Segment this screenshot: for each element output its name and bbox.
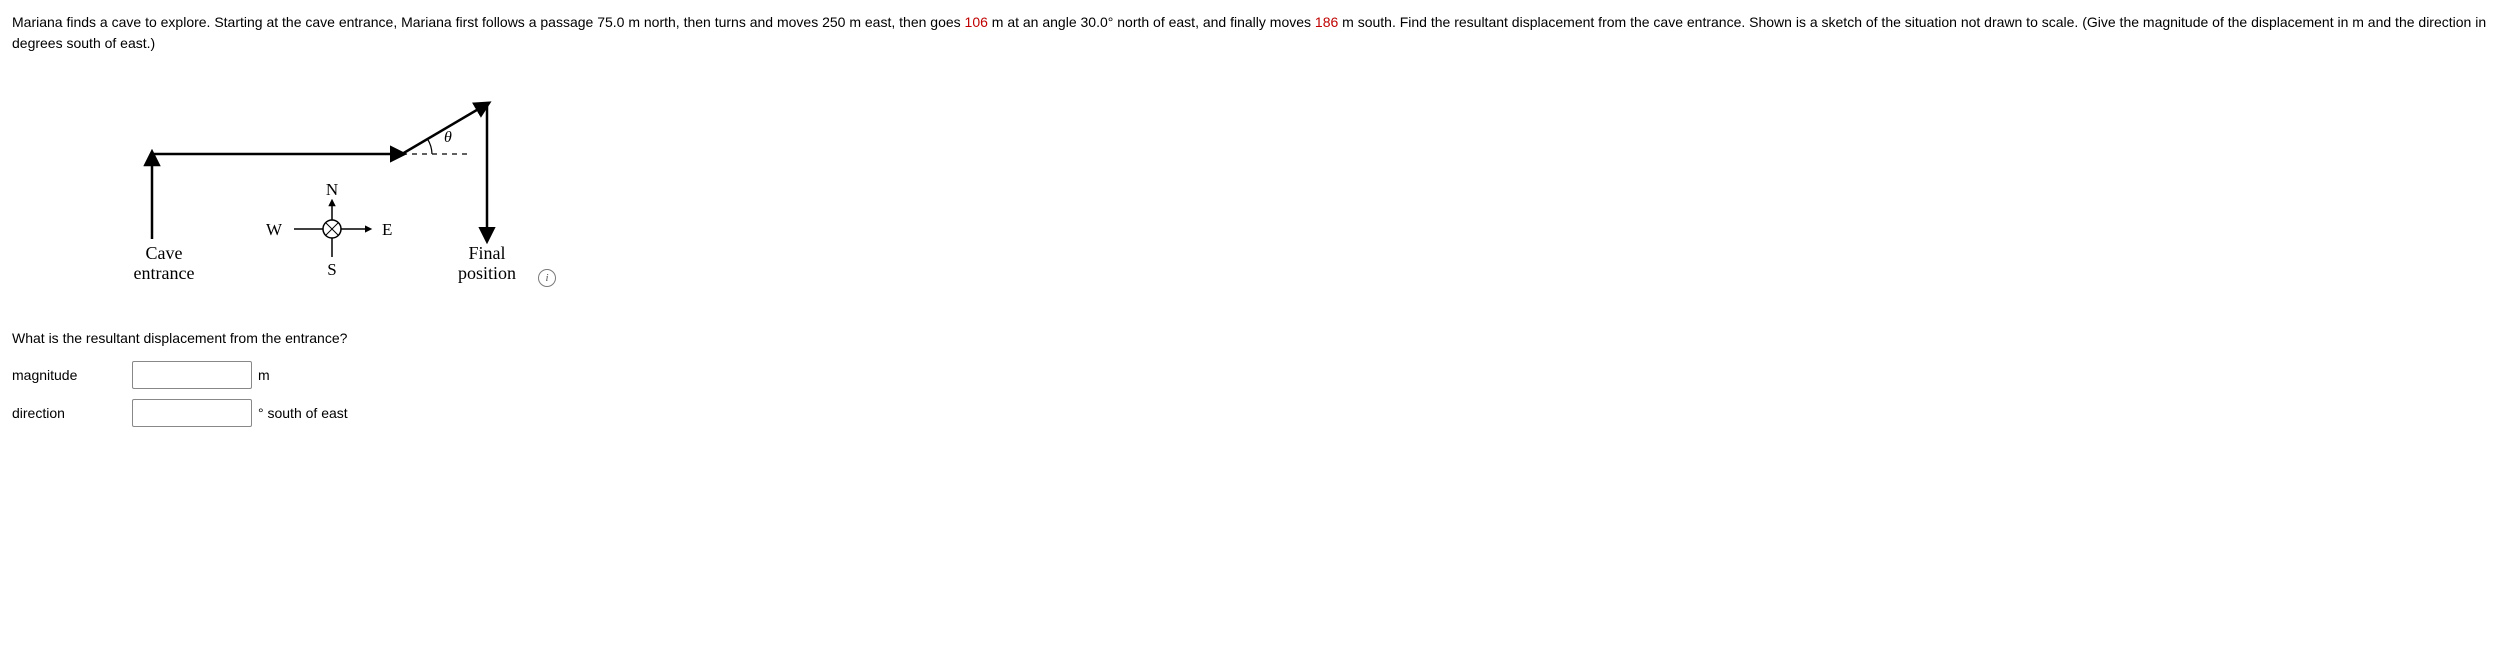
direction-row: direction ° south of east [12, 399, 2497, 427]
magnitude-label: magnitude [12, 365, 132, 386]
svg-text:entrance: entrance [134, 263, 195, 283]
magnitude-row: magnitude m [12, 361, 2497, 389]
svg-text:Final: Final [468, 243, 505, 263]
question-text: What is the resultant displacement from … [12, 328, 2497, 349]
svg-text:θ: θ [444, 129, 452, 146]
given-value-1: 106 [965, 14, 988, 30]
svg-text:W: W [266, 220, 283, 239]
problem-statement: Mariana finds a cave to explore. Startin… [12, 12, 2497, 54]
figure: θ Cave entrance Final position N S E W i [12, 74, 2497, 304]
direction-unit: ° south of east [258, 403, 348, 424]
magnitude-input[interactable] [132, 361, 252, 389]
direction-label: direction [12, 403, 132, 424]
svg-text:S: S [327, 260, 336, 279]
svg-text:N: N [326, 180, 338, 199]
info-icon[interactable]: i [538, 269, 556, 287]
magnitude-unit: m [258, 365, 270, 386]
svg-text:position: position [458, 263, 516, 283]
problem-text-part: m at an angle 30.0° north of east, and f… [988, 14, 1315, 30]
given-value-2: 186 [1315, 14, 1338, 30]
problem-text-part: Mariana finds a cave to explore. Startin… [12, 14, 965, 30]
svg-text:E: E [382, 220, 392, 239]
svg-text:Cave: Cave [146, 243, 183, 263]
direction-input[interactable] [132, 399, 252, 427]
